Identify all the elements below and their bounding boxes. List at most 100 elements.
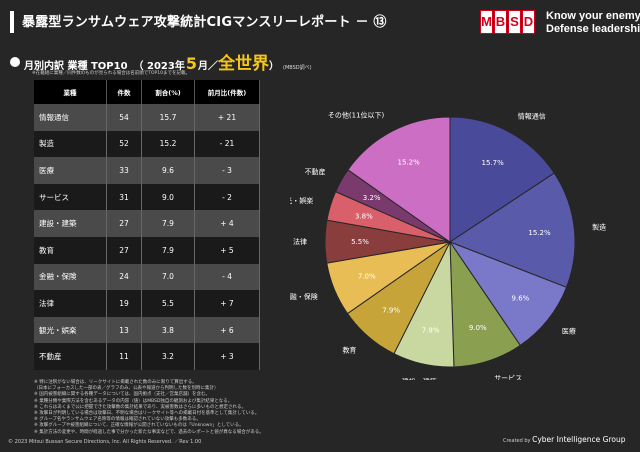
pie-category-label: その他(11位以下): [328, 110, 385, 119]
pie-category-label: 建設・建築: [402, 377, 437, 380]
cell-ratio: 3.8: [141, 316, 195, 344]
cell-industry: 不動産: [34, 343, 107, 370]
pie-slice: [448, 172, 576, 288]
cell-ratio: 15.7: [141, 104, 195, 131]
section-subtitle: 月別内訳 業種 TOP10 （ 2023年 5 月／ 全世界 ） (MBSD調べ…: [10, 49, 312, 74]
subtitle-month-suffix: 月／: [198, 61, 218, 72]
tagline-line-2: Defense leadership.: [546, 23, 640, 35]
pie-category-label: 教育: [342, 346, 356, 355]
industry-table: 業種 件数 割合(%) 前月比(件数) 情報通信 54 15.7 + 21 製造 52 15…: [34, 80, 260, 370]
pie-slice: [448, 240, 568, 347]
cell-industry: 金融・保険: [34, 263, 107, 291]
cell-count: 24: [106, 263, 142, 291]
subtitle-text: 月別内訳 業種 TOP10: [24, 61, 128, 72]
cell-industry: 法律: [34, 290, 107, 317]
pie-value-label: 15.2%: [398, 159, 421, 167]
table-body: 情報通信 54 15.7 + 21 製造 52 15.2- 21 医療 33 9.6- 3 サービス…: [34, 104, 260, 370]
cell-mom: + 3: [194, 343, 260, 370]
cell-count: 27: [106, 236, 142, 264]
cell-count: 33: [106, 157, 142, 184]
credit: Created by Cyber Intelligence Group: [503, 435, 625, 444]
cell-mom: + 6: [194, 316, 260, 344]
cell-industry: サービス: [34, 183, 107, 211]
cell-mom: - 3: [194, 157, 260, 184]
pie-category-label: 金融・保険: [290, 292, 318, 301]
cell-count: 31: [106, 183, 142, 211]
logo-letter: B: [494, 10, 507, 34]
cell-mom: + 5: [194, 236, 260, 264]
table-row: 法律 19 5.5 + 7: [34, 290, 260, 317]
page-title: 暴露型ランサムウェア攻撃統計CIGマンスリーレポート － ⑬: [22, 15, 387, 30]
cell-mom: + 4: [194, 210, 260, 237]
cell-industry: 観光・娯楽: [34, 316, 107, 344]
footnote-line: ※ 国内被害組織に関する各種データについては、国内拠点（支社／営業店舗）を含む。: [34, 392, 210, 398]
table-row: 教育 27 7.9 + 5: [34, 236, 260, 264]
header-mom: 前月比(件数): [194, 80, 260, 104]
table-header-row: 業種 件数 割合(%) 前月比(件数): [34, 80, 260, 104]
footnote-line: ※ 集計方法の変更や、時間が経過した事で分かった新たな事実などで、過去のレポート…: [34, 429, 264, 435]
pie-value-label: 3.8%: [355, 212, 373, 220]
header-ratio: 割合(%): [141, 80, 195, 104]
pie-value-label: 7.9%: [382, 307, 400, 315]
subtitle-source-note: (MBSD調べ): [283, 65, 312, 71]
pie-value-label: 5.5%: [351, 238, 369, 246]
pie-value-label: 7.9%: [422, 326, 440, 334]
logo-letter: D: [522, 10, 535, 34]
table-row: 情報通信 54 15.7 + 21: [34, 104, 260, 131]
subtitle-year: （ 2023年: [133, 61, 185, 72]
industry-pie-chart: 15.7% 情報通信 15.2% 製造 9.6% 医療 9.0% サービス 7.9% 建設・建築 7…: [290, 110, 606, 380]
tagline: Know your enemy. Defense leadership.: [546, 10, 640, 36]
cell-ratio: 9.6: [141, 157, 195, 184]
cell-count: 27: [106, 210, 142, 237]
header-industry: 業種: [34, 80, 107, 104]
footnotes: ※ 特に注釈がない場合は、リークサイトに掲載された数のみに限りて算出する。 （日本…: [34, 380, 264, 436]
cell-industry: 医療: [34, 157, 107, 184]
table-row: 不動産 11 3.2 + 3: [34, 343, 260, 370]
cell-mom: - 4: [194, 263, 260, 291]
pie-category-label: サービス: [494, 374, 522, 380]
cell-ratio: 7.9: [141, 210, 195, 237]
footnote-line: ※ 攻撃グループや被害組織について、正確な情報が公開されていないものは「Unkn…: [34, 423, 244, 429]
title-accent-bar: [10, 11, 14, 33]
cell-industry: 製造: [34, 130, 107, 158]
footnote-line: ※ これらはあくまで公に把握できた攻撃数の集計結果であり、実被害数はさらに多いも…: [34, 404, 246, 410]
pie-slice: [347, 116, 451, 243]
footnote-line: （日本にフォーカスした一部の表／グラフのみ、公表や報道から判明した数を別時に集計…: [34, 386, 219, 392]
cell-ratio: 9.0: [141, 183, 195, 211]
cell-industry: 教育: [34, 236, 107, 264]
cell-mom: + 7: [194, 290, 260, 317]
copyright: © 2023 Mitsui Bussan Secure Directions, …: [8, 439, 202, 445]
pie-category-label: 医療: [562, 327, 576, 336]
pie-value-label: 9.0%: [469, 324, 487, 332]
pie-value-label: 15.2%: [528, 229, 551, 237]
subtitle-month: 5: [185, 54, 197, 73]
cell-ratio: 7.0: [141, 263, 195, 291]
table-row: 観光・娯楽 13 3.8 + 6: [34, 316, 260, 344]
cell-mom: - 2: [194, 183, 260, 211]
logo-letter: M: [480, 10, 493, 34]
footnote-line: ※ 業種分類や業際方法を含むあるデータの内容（値）はMBSD独自の観測および集計…: [34, 398, 233, 404]
cell-mom: - 21: [194, 130, 260, 158]
footnote-line: ※ 特に注釈がない場合は、リークサイトに掲載された数のみに限りて算出する。: [34, 380, 197, 385]
cell-industry: 建設・建築: [34, 210, 107, 237]
cell-industry: 情報通信: [34, 104, 107, 131]
table-row: 製造 52 15.2- 21: [34, 130, 260, 158]
cell-count: 11: [106, 343, 142, 370]
table-row: サービス 31 9.0- 2: [34, 183, 260, 211]
credit-name: Cyber Intelligence Group: [532, 435, 626, 444]
cell-count: 52: [106, 130, 142, 158]
cell-mom: + 21: [194, 104, 260, 131]
cell-ratio: 7.9: [141, 236, 195, 264]
mbsd-logo: M B S D: [480, 10, 535, 34]
table-note: ※在籍組に業種／同件数のものが見られる場合は名前順でTOP10までを記載。: [32, 71, 190, 76]
logo-letter: S: [508, 10, 521, 34]
header-count: 件数: [106, 80, 142, 104]
cell-ratio: 15.2: [141, 130, 195, 158]
footnote-line: ※ 攻撃日が判明している場合は攻撃日、不明な場合はリークサイト等への掲載日付を基…: [34, 411, 260, 417]
pie-value-label: 3.2%: [363, 194, 381, 202]
pie-value-label: 9.6%: [512, 295, 530, 303]
bullet-icon: [10, 56, 20, 67]
pie-category-label: 観光・娯楽: [290, 196, 313, 205]
table-row: 金融・保険 24 7.0- 4: [34, 263, 260, 291]
pie-category-label: 不動産: [305, 167, 326, 176]
